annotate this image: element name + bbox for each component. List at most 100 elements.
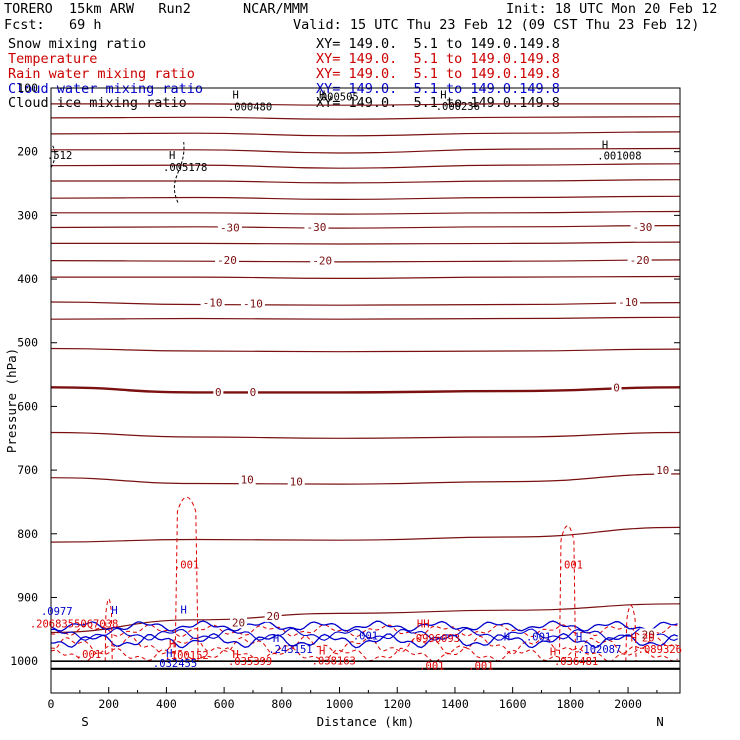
isotherm-label: 20	[267, 610, 280, 623]
rain-shaft-contour	[104, 598, 113, 662]
plot-frame	[50, 87, 681, 694]
north-label: N	[656, 714, 664, 729]
field-label: H	[602, 140, 608, 152]
isotherm-line	[50, 116, 681, 120]
isotherm-label: -20	[312, 255, 332, 268]
field-label: .102087	[577, 644, 621, 656]
isotherm-line	[51, 147, 681, 154]
isotherm-label-bg	[304, 220, 329, 233]
field-label: .035399	[228, 656, 272, 668]
field-label: H	[232, 649, 238, 661]
x-tick-label: 200	[98, 697, 119, 711]
legend-rain-xy: XY= 149.0. 5.1 to 149.0.149.8	[316, 66, 560, 82]
isotherm-label: 0	[250, 386, 257, 399]
isotherm-label: -10	[243, 297, 263, 310]
isotherm-label: 10	[656, 464, 669, 477]
x-tick-label: 1000	[326, 697, 354, 711]
snow-contour	[173, 142, 185, 203]
y-tick-label: 400	[17, 272, 38, 286]
field-label: H	[504, 631, 510, 643]
isotherm-line	[50, 225, 681, 229]
forecast-hour: Fcst: 69 h	[4, 17, 102, 33]
field-label: H	[232, 89, 238, 101]
legend-rain: Rain water mixing ratio	[8, 66, 195, 82]
isotherm-label-bg	[654, 464, 672, 477]
hydrometeor-layer	[50, 142, 680, 670]
south-label: S	[81, 714, 89, 729]
field-label: H	[169, 638, 175, 650]
legend-temperature-xy: XY= 149.0. 5.1 to 149.0.149.8	[316, 51, 560, 67]
field-label: H	[166, 648, 172, 660]
isotherm-label-bg	[240, 297, 265, 310]
isotherm-label: 20	[232, 616, 245, 629]
isotherm-label-bg	[247, 385, 258, 398]
isotherm-label: 10	[241, 474, 254, 487]
isotherm-line	[50, 259, 681, 263]
field-label: H	[550, 647, 556, 659]
field-label: .001008	[597, 151, 641, 163]
isotherm-line	[50, 431, 681, 439]
x-tick-label: 0	[48, 697, 55, 711]
isotherm-line	[50, 301, 681, 306]
isotherm-label-bg	[213, 385, 224, 398]
isotherm-label-bg	[230, 616, 248, 629]
field-label: HH	[417, 619, 430, 631]
field-label: .036481	[554, 656, 598, 668]
field-label: .001	[558, 559, 583, 571]
isotherm-label-bg	[310, 254, 335, 267]
legend-snow-xy: XY= 149.0. 5.1 to 149.0.149.8	[316, 36, 560, 52]
isotherm-label: -30	[307, 221, 327, 234]
isotherm-label-bg	[264, 609, 282, 622]
rain-shaft-contour	[625, 604, 637, 662]
isotherm-line	[50, 179, 681, 184]
field-label: .001	[353, 631, 378, 643]
field-label: H	[319, 89, 325, 101]
field-label: .0996093	[409, 633, 460, 645]
isotherm-label-bg	[611, 381, 622, 394]
isotherm-label-bg	[287, 475, 305, 488]
field-label: .0977	[41, 606, 73, 618]
valid-time: Valid: 15 UTC Thu 23 Feb 12 (09 CST Thu …	[293, 17, 700, 33]
y-tick-label: 1000	[10, 654, 38, 668]
field-label: H	[181, 605, 187, 617]
x-tick-label: 800	[271, 697, 292, 711]
isotherm-label: 20	[642, 628, 655, 641]
field-label: .001	[419, 661, 444, 673]
x-tick-label: 1800	[557, 697, 585, 711]
isotherm-label-bg	[238, 473, 256, 486]
y-tick-label: 200	[17, 145, 38, 159]
legend-temperature: Temperature	[8, 51, 98, 67]
y-tick-label: 500	[17, 336, 38, 350]
isotherm-line	[50, 163, 681, 169]
isotherm-label: -30	[220, 221, 240, 234]
cloud-water-contour	[50, 627, 678, 641]
legend-cloud-ice-xy: XY= 149.0. 5.1 to 149.0.149.8	[316, 95, 560, 111]
isotherm-label-bg	[215, 253, 240, 266]
isotherm-line	[50, 603, 681, 634]
field-label: H	[440, 89, 446, 101]
isotherm-line	[50, 103, 680, 106]
field-label: H	[576, 631, 582, 643]
field-label: .000236	[436, 101, 480, 113]
field-label: .089326	[638, 644, 682, 656]
field-label: .000505	[315, 91, 359, 103]
field-label: H	[273, 633, 279, 645]
isotherm-label: 0	[215, 386, 222, 399]
isotherm-line	[50, 386, 681, 394]
field-label: H	[169, 150, 175, 162]
legend-cloud-water-xy: XY= 149.0. 5.1 to 149.0.149.8	[316, 81, 560, 97]
legend-snow: Snow mixing ratio	[8, 36, 147, 52]
isotherm-line	[51, 275, 681, 280]
rain-shaft-contour	[174, 496, 199, 662]
isotherm-label-bg	[630, 220, 655, 233]
field-label: .000480	[228, 101, 272, 113]
y-tick-label: 800	[17, 527, 38, 541]
legend-cloud-water: Cloud water mixing ratio	[8, 81, 204, 97]
x-tick-label: 1600	[499, 697, 527, 711]
x-tick-label: 2000	[614, 697, 642, 711]
y-tick-label: 700	[17, 463, 38, 477]
y-tick-label: 100	[17, 81, 38, 95]
y-tick-label: 900	[17, 590, 38, 604]
model-title: TORERO 15km ARW Run2	[4, 1, 191, 17]
